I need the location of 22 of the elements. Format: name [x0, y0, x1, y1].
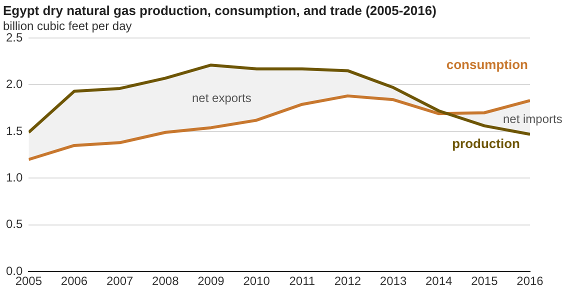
x-tick-label: 2008 — [152, 274, 180, 288]
x-tick-label: 2012 — [334, 274, 362, 288]
y-tick-label: 1.0 — [6, 170, 23, 184]
x-tick-label: 2014 — [426, 274, 453, 288]
x-tick-label: 2011 — [289, 274, 316, 288]
x-tick-label: 2013 — [380, 274, 407, 288]
x-tick-label: 2009 — [198, 274, 225, 288]
text: consumption — [446, 57, 528, 72]
x-tick-label: 2007 — [106, 274, 134, 288]
annotation: net imports — [503, 112, 562, 126]
y-tick-label: 1.5 — [6, 124, 23, 138]
x-tick-label: 2006 — [60, 274, 88, 288]
x-tick-label: 2010 — [243, 274, 270, 288]
series-label: production — [452, 136, 520, 151]
y-tick-label: 2.0 — [6, 77, 23, 92]
chart-title: Egypt dry natural gas production, consumption, and trade (2005-2016) — [3, 3, 436, 18]
y-tick-label: 0.5 — [6, 217, 23, 232]
x-tick-label: 2015 — [471, 274, 498, 288]
y-tick-label: 2.5 — [6, 30, 23, 44]
x-tick-label: 2016 — [516, 274, 544, 288]
y-axis-title: billion cubic feet per day — [3, 19, 132, 33]
annotation: net exports — [192, 91, 252, 105]
